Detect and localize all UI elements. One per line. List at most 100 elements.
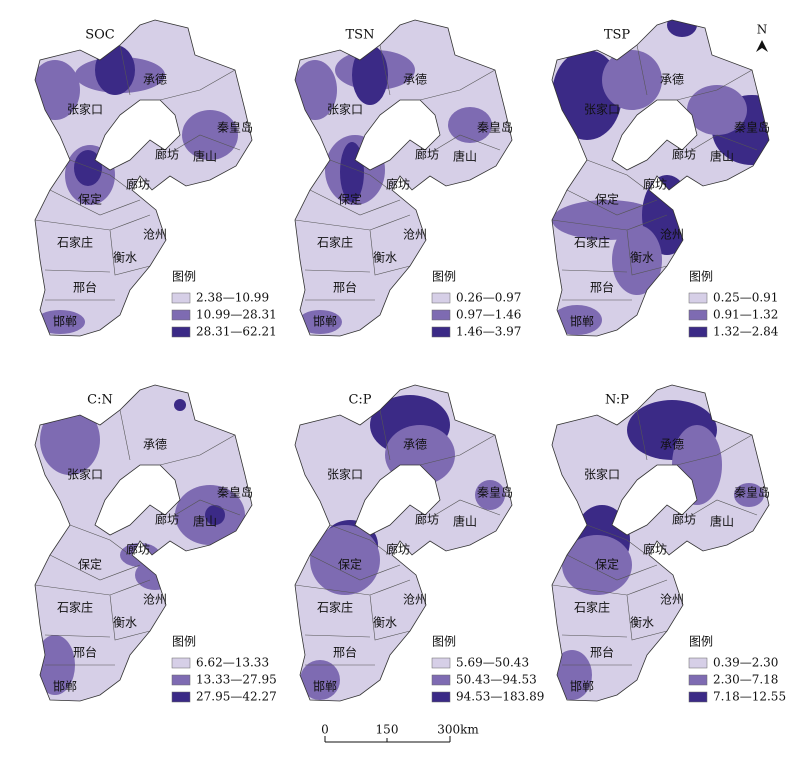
city-label: 沧州 <box>660 592 684 607</box>
city-label: 石家庄 <box>574 235 610 250</box>
city-label: 廊坊 <box>386 542 410 557</box>
city-label: 沧州 <box>143 592 167 607</box>
legend-swatch <box>688 309 708 321</box>
scale-bar: 0 150 300km <box>321 723 479 743</box>
city-label: 唐山 <box>710 514 734 529</box>
city-label: 张家口 <box>584 102 620 117</box>
region-outline <box>34 384 253 702</box>
city-label: 承德 <box>403 437 427 452</box>
city-label: 承德 <box>143 72 167 87</box>
city-label: 邯郸 <box>53 314 77 329</box>
legend-swatch <box>431 691 451 703</box>
legend-label: 0.26—0.97 <box>456 291 521 305</box>
class-area <box>448 107 492 143</box>
legend-swatch <box>431 292 451 304</box>
city-label: 邢台 <box>590 645 614 660</box>
city-label: 廊坊 <box>672 512 696 527</box>
city-label: 秦皇岛 <box>217 120 253 135</box>
city-label: 沧州 <box>143 227 167 242</box>
panel-title: SOC <box>85 28 115 43</box>
legend-swatch <box>171 309 191 321</box>
north-label: N <box>757 23 768 37</box>
county-borders <box>35 44 241 301</box>
legend-swatch <box>431 309 451 321</box>
class-area <box>734 483 764 507</box>
legend-label: 50.43—94.53 <box>456 673 537 687</box>
city-label: 秦皇岛 <box>217 485 253 500</box>
city-label: 唐山 <box>193 149 217 164</box>
legend-swatch <box>431 674 451 686</box>
legend-swatch <box>688 326 708 338</box>
region-base <box>295 20 512 336</box>
panel-title: C:N <box>87 393 113 408</box>
class-area <box>298 310 342 334</box>
city-label: 衡水 <box>113 251 137 265</box>
class-area <box>95 45 135 95</box>
city-label: 沧州 <box>403 592 427 607</box>
city-label: 保定 <box>338 557 362 572</box>
city-label: 张家口 <box>67 467 103 482</box>
region-classes <box>295 45 492 334</box>
city-label: 保定 <box>595 557 619 572</box>
city-label: 衡水 <box>373 616 397 630</box>
city-label: 石家庄 <box>57 235 93 250</box>
legend-swatch <box>688 674 708 686</box>
region-base <box>35 20 252 336</box>
city-label: 保定 <box>338 192 362 207</box>
city-label: 廊坊 <box>126 177 150 192</box>
panel-title: TSN <box>346 28 375 43</box>
class-area <box>552 305 602 335</box>
city-label: 秦皇岛 <box>477 120 513 135</box>
class-area <box>385 425 455 485</box>
scale-line <box>324 736 451 743</box>
city-label: 衡水 <box>373 251 397 265</box>
city-label: 保定 <box>78 557 102 572</box>
legend-swatch <box>688 691 708 703</box>
city-label: 廊坊 <box>643 542 667 557</box>
city-label: 廊坊 <box>126 542 150 557</box>
class-area <box>602 50 662 110</box>
legend-label: 28.31—62.21 <box>196 325 277 339</box>
scale-label: 300km <box>437 723 479 737</box>
legend-label: 13.33—27.95 <box>196 673 277 687</box>
city-label: 沧州 <box>660 227 684 242</box>
legend-label: 27.95—42.27 <box>196 690 277 704</box>
city-label: 石家庄 <box>574 600 610 615</box>
class-area <box>667 20 697 37</box>
class-area <box>562 535 632 595</box>
region-outline <box>551 384 770 702</box>
city-label: 邯郸 <box>53 679 77 694</box>
class-area <box>310 525 380 595</box>
legend-label: 0.91—1.32 <box>713 308 778 322</box>
legend-swatch <box>431 657 451 669</box>
legend-title: 图例 <box>432 635 456 649</box>
city-label: 邢台 <box>590 280 614 295</box>
county-borders <box>295 409 501 666</box>
region-base <box>295 385 512 701</box>
city-label: 邯郸 <box>313 314 337 329</box>
class-area <box>174 399 186 411</box>
legend-title: 图例 <box>689 270 713 284</box>
region-outline <box>294 384 513 702</box>
legend-label: 0.39—2.30 <box>713 656 778 670</box>
city-label: 廊坊 <box>386 177 410 192</box>
class-area <box>300 660 340 700</box>
city-label: 廊坊 <box>672 147 696 162</box>
panel-title: C:P <box>348 393 371 408</box>
legend-label: 2.30—7.18 <box>713 673 778 687</box>
county-borders <box>295 44 501 301</box>
city-label: 张家口 <box>584 467 620 482</box>
legend-label: 2.38—10.99 <box>196 291 269 305</box>
class-area <box>205 505 225 525</box>
legend-title: 图例 <box>172 635 196 649</box>
city-label: 承德 <box>143 437 167 452</box>
city-label: 廊坊 <box>155 512 179 527</box>
panel-title: N:P <box>605 393 629 408</box>
city-label: 秦皇岛 <box>477 485 513 500</box>
legend-swatch <box>171 691 191 703</box>
legend-swatch <box>171 292 191 304</box>
panel-title: TSP <box>604 28 631 43</box>
